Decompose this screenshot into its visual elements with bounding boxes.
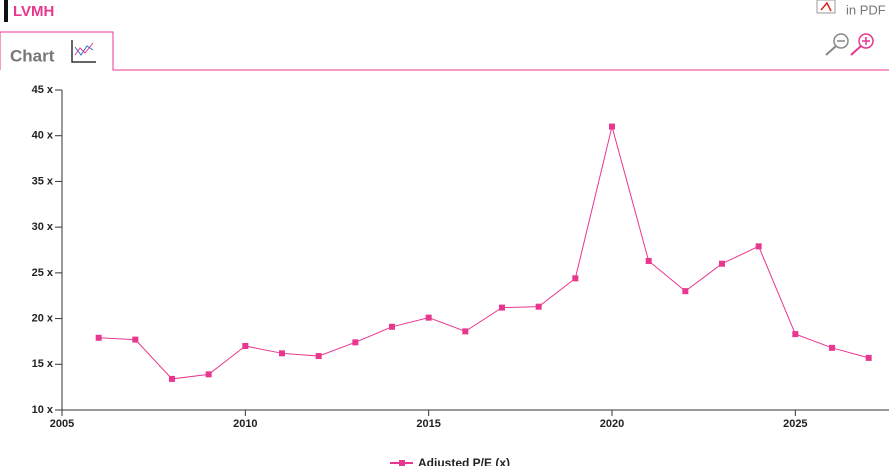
point: [205, 371, 212, 378]
zoom-out[interactable]: [825, 33, 849, 56]
chart-icon: [71, 40, 96, 63]
zoom-in-lens: [858, 33, 874, 49]
point: [645, 257, 652, 264]
point: [242, 343, 249, 349]
point: [755, 243, 762, 250]
point: [829, 344, 835, 351]
point: [169, 375, 175, 382]
point: [352, 339, 359, 346]
point: [279, 350, 285, 357]
chart-icon-axes: [71, 40, 96, 63]
tab-border: [0, 31, 889, 71]
x-tick-label: 2010: [233, 418, 257, 430]
point: [499, 304, 505, 311]
point: [719, 260, 725, 267]
pdf-link[interactable]: in PDF: [846, 2, 886, 17]
legend-marker: [399, 460, 405, 466]
point: [425, 314, 432, 321]
y-tick-label: 20 x: [32, 312, 54, 324]
x-tick-label: 2015: [416, 418, 440, 430]
point: [865, 354, 872, 361]
x-tick-label: 2005: [50, 418, 74, 430]
point: [132, 336, 139, 343]
point: [535, 303, 542, 310]
y-tick-label: 30 x: [32, 221, 54, 233]
x-tick-label: 2020: [600, 418, 624, 430]
pdf-icon[interactable]: [816, 0, 836, 14]
y-tick-label: 35 x: [32, 175, 54, 187]
pdf-icon-shape: [816, 0, 836, 14]
series-line: [98, 126, 869, 380]
y-tick-label: 10 x: [32, 404, 54, 416]
y-tick-label: 15 x: [32, 358, 54, 370]
chart-icon-line: [74, 42, 94, 56]
page-title: LVMH: [13, 3, 54, 20]
point: [792, 331, 799, 338]
legend-label: Adjusted P/E (x): [418, 456, 510, 466]
chart-icon-line2: [74, 45, 94, 56]
zoom-out-handle: [825, 45, 837, 56]
x-tick-label: 2025: [783, 418, 807, 430]
title-marker: [4, 0, 8, 22]
point: [609, 123, 615, 130]
y-tick-label: 45 x: [32, 84, 54, 96]
point: [462, 328, 469, 335]
y-tick-label: 40 x: [32, 130, 54, 142]
point: [572, 275, 579, 282]
point: [315, 353, 322, 360]
zoom-out-lens: [833, 33, 849, 49]
point: [95, 334, 102, 341]
zoom-in[interactable]: [850, 33, 874, 56]
point: [389, 323, 395, 330]
chart-tab[interactable]: Chart: [10, 46, 55, 65]
point: [682, 288, 689, 295]
pdf-icon-glyph: [820, 1, 832, 12]
zoom-in-handle: [850, 45, 862, 56]
y-tick-label: 25 x: [32, 267, 54, 279]
